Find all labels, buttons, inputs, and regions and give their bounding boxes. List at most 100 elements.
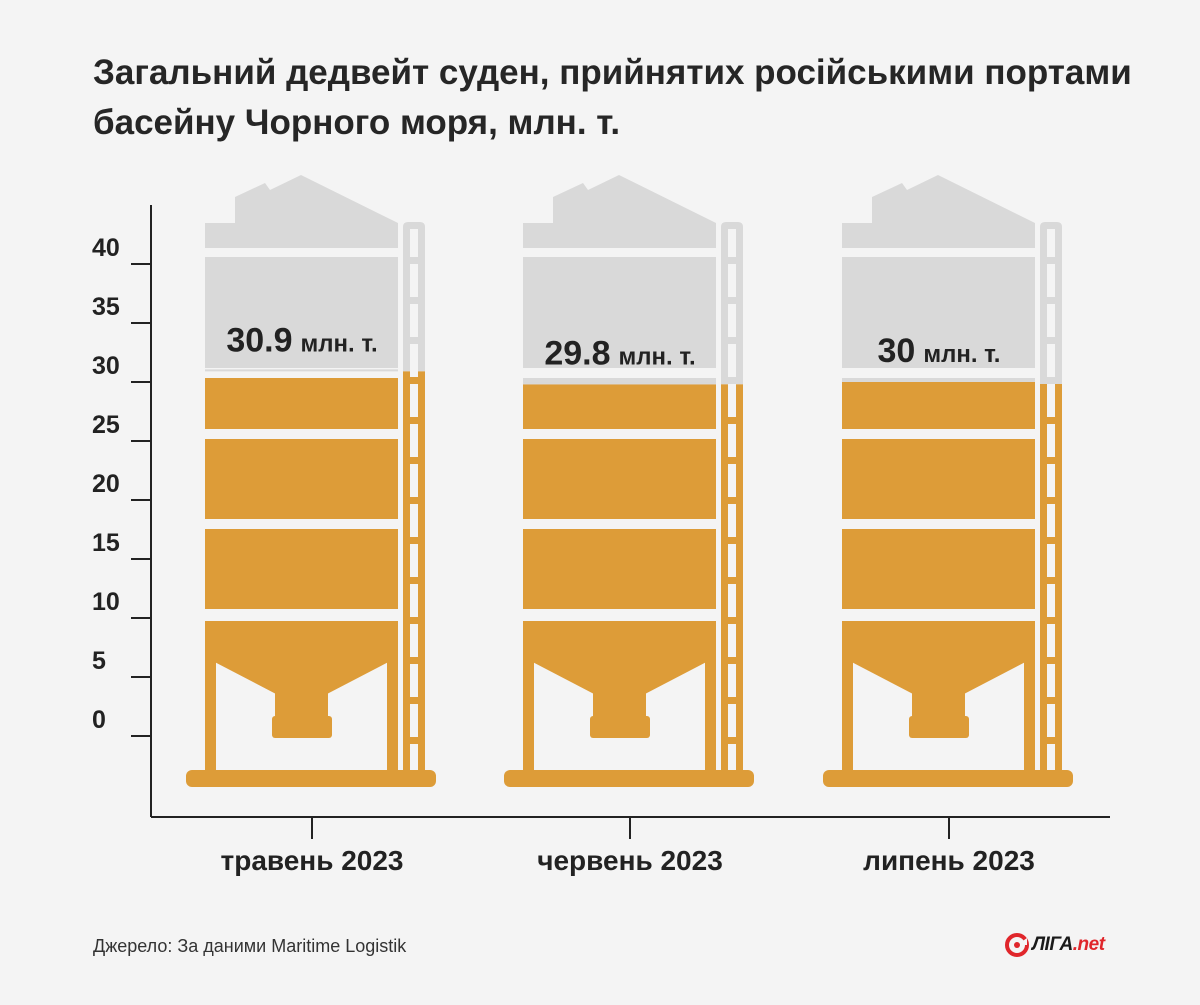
silo-leg [842, 657, 853, 772]
silo-ladder-rung [721, 337, 743, 344]
silo-outlet [272, 716, 332, 738]
y-tick-label: 25 [92, 411, 120, 439]
silo-ladder-orange-rail [403, 371, 410, 772]
silo-ladder-rung [403, 377, 425, 384]
silo-ladder-rung [403, 457, 425, 464]
silo-value-unit: млн. т. [301, 330, 378, 357]
silo-value-number: 30 [878, 332, 916, 370]
silo-ladder-rung [721, 457, 743, 464]
liga-logo-icon [1005, 933, 1029, 957]
silo-ladder-rung [403, 417, 425, 424]
silo-roof [842, 175, 1035, 248]
silo-1: 30.9 млн. т. [186, 175, 436, 787]
silo-ladder-rung [721, 577, 743, 584]
silo-ladder-rung [1040, 697, 1062, 704]
silo-empty-body [205, 257, 398, 372]
silo-ladder-rung [1040, 737, 1062, 744]
silo-2: 29.8 млн. т. [504, 175, 754, 787]
y-tick-label: 35 [92, 293, 120, 321]
liga-logo-main: ЛІГА [1032, 934, 1073, 955]
silo-base [823, 770, 1073, 787]
silo-ladder-rung [403, 257, 425, 264]
silo-ladder-rung [1040, 457, 1062, 464]
silo-hopper [523, 621, 716, 694]
silo-ladder-rung [403, 577, 425, 584]
silo-fill-bar [842, 382, 1035, 621]
silo-ladder-rung [1040, 377, 1062, 384]
silo-value-unit: млн. т. [619, 343, 696, 370]
x-category-label: липень 2023 [863, 845, 1035, 876]
silo-value-number: 29.8 [544, 334, 610, 372]
silo-ladder-rung [403, 697, 425, 704]
y-tick-label: 15 [92, 529, 120, 557]
silo-base [186, 770, 436, 787]
silo-outlet-neck [595, 692, 645, 720]
silo-ladder-rung [1040, 297, 1062, 304]
silo-ladder-rung [403, 337, 425, 344]
silo-ladder-rung [721, 417, 743, 424]
silo-outlet [909, 716, 969, 738]
silo-ladder-rung [721, 377, 743, 384]
silo-ladder-rung [721, 497, 743, 504]
silo-ladder-rung [721, 617, 743, 624]
x-category-label: травень 2023 [221, 845, 404, 876]
chart-title-line-1: Загальний дедвейт суден, прийнятих росій… [93, 53, 1132, 92]
silo-value-label: 29.8 млн. т. [544, 334, 695, 372]
silo-rib [205, 368, 398, 378]
silo-outlet [590, 716, 650, 738]
silo-rib [205, 519, 398, 529]
silo-ladder-rung [403, 737, 425, 744]
silo-ladder-rung [403, 657, 425, 664]
silo-value-unit: млн. т. [923, 341, 1000, 368]
y-tick-label: 20 [92, 470, 120, 498]
silo-rib [523, 519, 716, 529]
silo-leg [205, 657, 216, 772]
silo-value-number: 30.9 [226, 321, 292, 359]
silo-empty-body [523, 257, 716, 385]
silo-ladder-rung [721, 537, 743, 544]
silo-empty-body [842, 257, 1035, 382]
silo-fill-bar [205, 371, 398, 621]
silo-ladder-rung [721, 257, 743, 264]
silo-roof [205, 175, 398, 248]
silo-rib [842, 609, 1035, 621]
silo-leg [387, 657, 398, 772]
y-tick-label: 40 [92, 234, 120, 262]
x-category-label: червень 2023 [537, 845, 723, 876]
silo-outlet-neck [277, 692, 327, 720]
y-tick-label: 0 [92, 706, 106, 734]
silo-ladder-rung [721, 697, 743, 704]
liga-logo[interactable]: ЛІГА.net [1005, 930, 1105, 960]
silo-ladder-grey [403, 222, 425, 372]
silo-ladder-rung [721, 657, 743, 664]
silo-ladder-rung [721, 297, 743, 304]
silo-hopper [205, 621, 398, 694]
silo-roof [523, 175, 716, 248]
silo-ladder-rung [1040, 337, 1062, 344]
silo-ladder-rung [403, 537, 425, 544]
silo-rib [523, 429, 716, 439]
silo-fill-edge [523, 382, 716, 385]
silo-leg [523, 657, 534, 772]
silo-fill-edge [842, 380, 1035, 382]
silo-ladder-rung [1040, 617, 1062, 624]
silo-ladder-rung [1040, 417, 1062, 424]
silo-ladder-rung [1040, 257, 1062, 264]
chart-title: Загальний дедвейт суден, прийнятих росій… [93, 48, 1143, 148]
silo-base [504, 770, 754, 787]
silo-rib [523, 609, 716, 621]
silo-ladder-rung [1040, 657, 1062, 664]
liga-logo-text: ЛІГА.net [1032, 934, 1105, 956]
silo-rib [842, 429, 1035, 439]
silo-ladder-orange-rail [418, 371, 425, 772]
liga-logo-domain: .net [1072, 934, 1105, 955]
silo-ladder-rung [403, 297, 425, 304]
silo-value-label: 30 млн. т. [878, 332, 1001, 370]
y-tick-label: 30 [92, 352, 120, 380]
y-tick-label: 10 [92, 588, 120, 616]
chart-axes: 0 5 10 15 20 25 30 35 40 травень 2023 червень 2023… [92, 205, 1110, 876]
silo-ladder-rung [721, 737, 743, 744]
silo-rib [523, 368, 716, 378]
silo-outlet-neck [914, 692, 964, 720]
silo-ladder-rung [1040, 497, 1062, 504]
